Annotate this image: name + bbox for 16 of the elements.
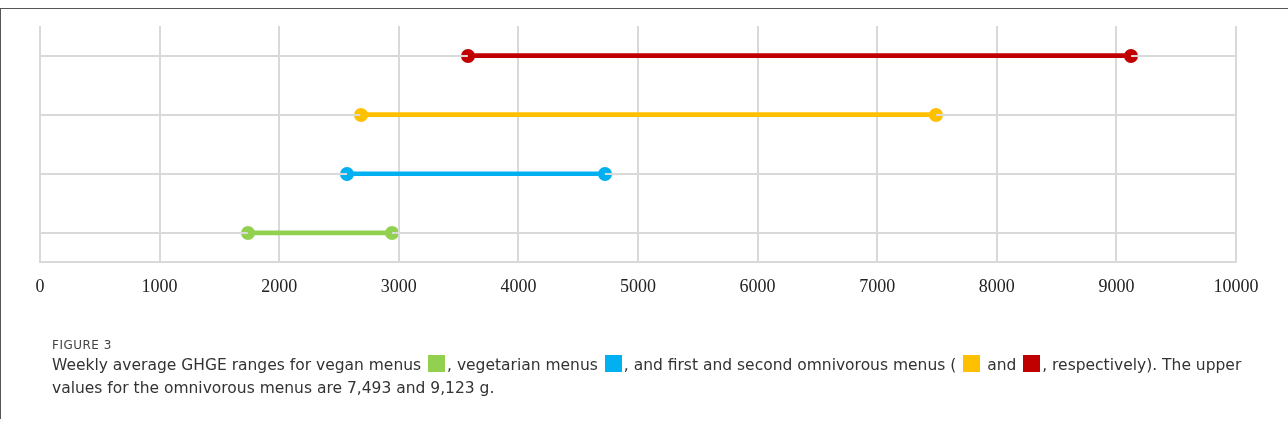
x-tick-label: 5000 (620, 275, 656, 296)
x-tick-label: 4000 (500, 275, 537, 296)
text: and (987, 356, 1017, 374)
x-tick-label: 2000 (261, 275, 298, 296)
caption: FIGURE 3 (52, 337, 113, 354)
x-tick-label: 1000 (141, 275, 178, 296)
x-tick-label: 10000 (1213, 275, 1259, 296)
x-tick-label: 7000 (859, 275, 896, 296)
x-tick-label: 9000 (1098, 275, 1135, 296)
x-tick-label: 0 (35, 275, 45, 296)
text: Weekly average GHGE ranges for vegan menus (52, 356, 422, 374)
text: , vegetarian menus (447, 356, 598, 374)
x-tick-label: 6000 (739, 275, 776, 296)
text: , and first and second omnivorous menus ( (623, 356, 957, 374)
x-tick-label: 8000 (978, 275, 1015, 296)
x-tick-label: 3000 (380, 275, 417, 296)
